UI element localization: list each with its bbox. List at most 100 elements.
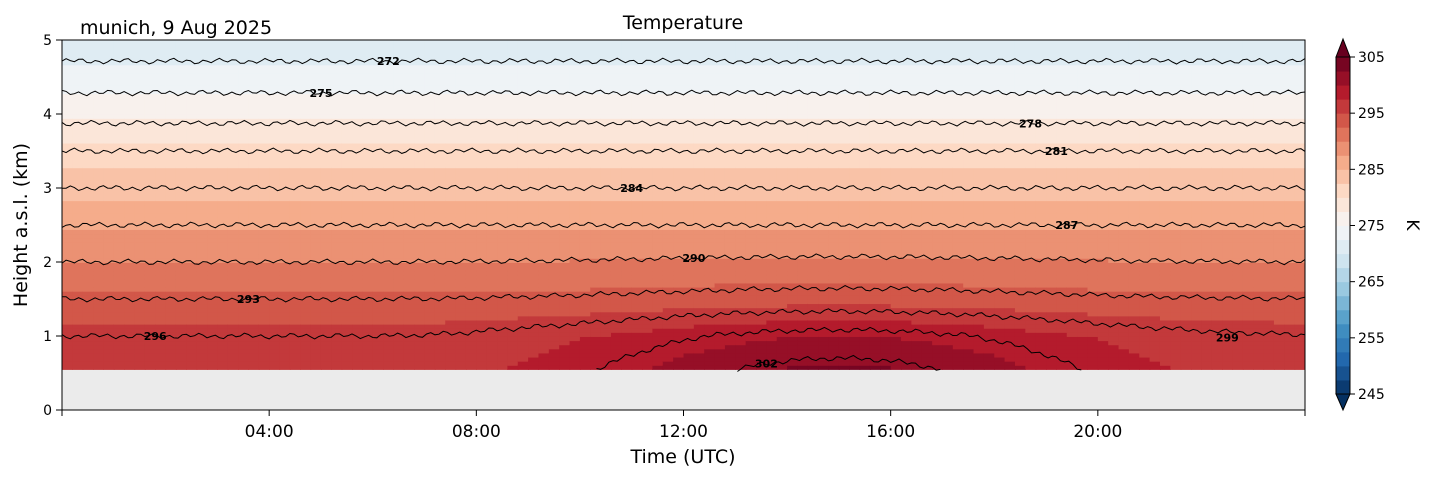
heatmap-cell [590, 262, 602, 267]
heatmap-cell [279, 266, 291, 272]
heatmap-cell [403, 179, 415, 185]
heatmap-cell [497, 64, 509, 70]
heatmap-cell [352, 114, 363, 119]
heatmap-cell [393, 270, 405, 276]
heatmap-cell [82, 221, 94, 226]
heatmap-cell [93, 258, 105, 263]
heatmap-cell [414, 315, 426, 321]
heatmap-cell [186, 278, 198, 284]
heatmap-cell [238, 64, 250, 70]
heatmap-cell [227, 225, 239, 230]
heatmap-cell [704, 307, 716, 313]
heatmap-cell [631, 85, 643, 90]
heatmap-cell [538, 303, 550, 309]
heatmap-cell [693, 179, 705, 185]
heatmap-cell [497, 122, 509, 128]
heatmap-cell [165, 93, 177, 99]
heatmap-cell [424, 324, 436, 329]
heatmap-cell [124, 295, 136, 300]
heatmap-cell [403, 307, 415, 313]
heatmap-cell [662, 356, 674, 362]
heatmap-cell [134, 163, 146, 169]
heatmap-cell [82, 204, 94, 210]
heatmap-cell [704, 303, 716, 309]
heatmap-cell [497, 217, 509, 222]
heatmap-cell [269, 175, 281, 181]
heatmap-cell [683, 266, 695, 272]
heatmap-cell [683, 68, 695, 74]
heatmap-cell [93, 89, 105, 95]
heatmap-cell [455, 365, 467, 370]
heatmap-cell [62, 204, 73, 210]
heatmap-cell [486, 249, 498, 255]
heatmap-cell [248, 356, 260, 362]
heatmap-cell [465, 64, 477, 70]
heatmap-cell [621, 336, 633, 342]
heatmap-cell [93, 114, 105, 119]
heatmap-cell [124, 254, 136, 259]
heatmap-cell [279, 56, 291, 62]
heatmap-cell [590, 361, 602, 366]
heatmap-cell [424, 130, 436, 136]
heatmap-cell [238, 336, 250, 342]
heatmap-cell [155, 328, 167, 333]
heatmap-cell [186, 171, 198, 177]
heatmap-cell [610, 72, 622, 78]
heatmap-cell [538, 344, 550, 350]
heatmap-cell [548, 89, 560, 95]
heatmap-cell [238, 237, 250, 243]
heatmap-cell [72, 60, 84, 66]
heatmap-cell [341, 336, 353, 342]
heatmap-cell [82, 72, 94, 78]
heatmap-cell [331, 93, 343, 99]
heatmap-cell [331, 258, 343, 263]
heatmap-cell [403, 361, 415, 366]
heatmap-cell [248, 307, 260, 313]
heatmap-cell [465, 48, 477, 53]
heatmap-cell [383, 307, 395, 313]
heatmap-cell [165, 196, 177, 202]
heatmap-cell [445, 147, 457, 152]
heatmap-cell [165, 274, 177, 280]
heatmap-cell [103, 151, 115, 156]
heatmap-cell [175, 175, 187, 181]
heatmap-cell [590, 114, 602, 119]
heatmap-cell [642, 319, 654, 325]
heatmap-cell [652, 126, 664, 132]
heatmap-cell [476, 48, 488, 53]
heatmap-cell [186, 105, 198, 111]
heatmap-cell [196, 89, 208, 95]
heatmap-cell [528, 336, 540, 342]
heatmap-cell [165, 324, 177, 329]
heatmap-cell [362, 200, 374, 206]
heatmap-cell [476, 56, 488, 62]
heatmap-cell [372, 188, 384, 193]
heatmap-cell [652, 365, 664, 370]
heatmap-cell [383, 208, 395, 214]
heatmap-cell [424, 245, 436, 251]
heatmap-cell [217, 254, 229, 259]
heatmap-cell [476, 81, 488, 86]
heatmap-cell [465, 332, 477, 337]
heatmap-cell [82, 48, 94, 53]
heatmap-cell [300, 245, 312, 251]
heatmap-cell [248, 319, 260, 325]
heatmap-cell [227, 184, 239, 189]
heatmap-cell [62, 221, 73, 226]
heatmap-cell [289, 324, 301, 329]
heatmap-cell [393, 233, 405, 239]
heatmap-cell [175, 324, 187, 329]
heatmap-cell [165, 167, 177, 173]
heatmap-cell [434, 212, 446, 218]
heatmap-cell [289, 175, 301, 181]
heatmap-cell [352, 254, 363, 259]
heatmap-cell [673, 336, 685, 342]
heatmap-cell [497, 237, 509, 243]
heatmap-cell [352, 336, 363, 342]
heatmap-cell [331, 278, 343, 284]
heatmap-cell [93, 324, 105, 329]
heatmap-cell [434, 282, 446, 288]
heatmap-cell [103, 262, 115, 267]
heatmap-cell [124, 278, 136, 284]
heatmap-cell [600, 319, 612, 325]
